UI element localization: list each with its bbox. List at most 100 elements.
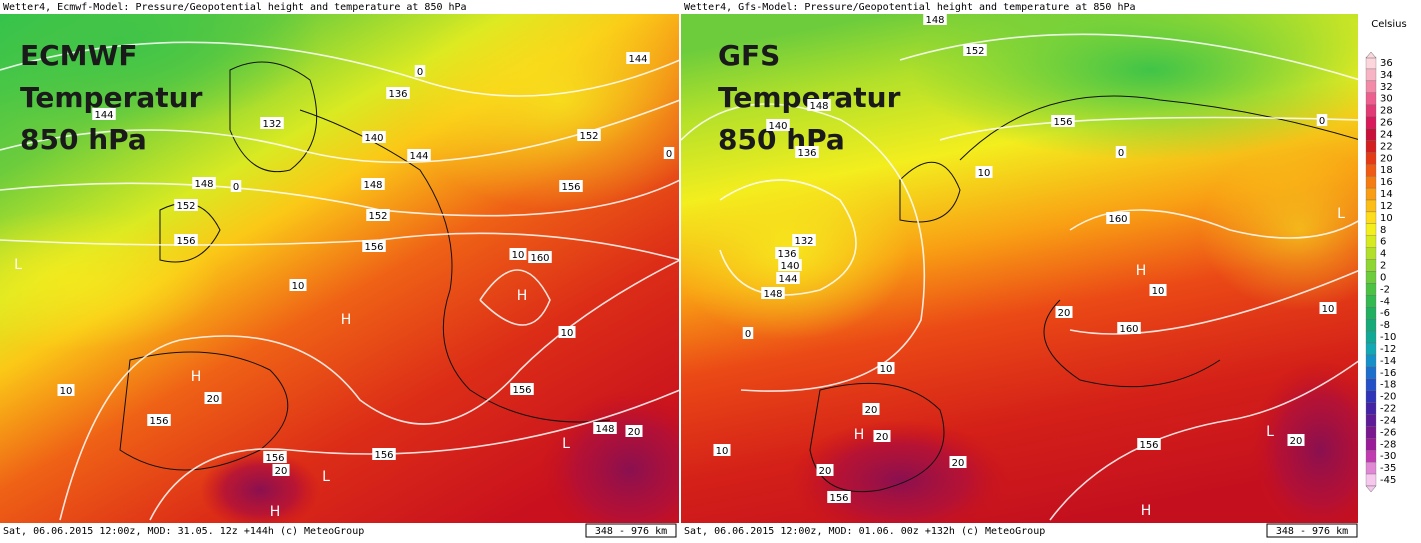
legend-swatch — [1365, 307, 1377, 320]
contour-label-box — [778, 259, 802, 271]
legend-swatch — [1365, 56, 1377, 70]
contour-label-box — [713, 444, 731, 456]
contour-label-box — [272, 464, 290, 476]
contour-label: 156 — [265, 453, 284, 464]
contour-label-box — [1319, 302, 1337, 314]
contour-label-box — [742, 327, 754, 339]
legend-label: 34 — [1380, 70, 1393, 81]
map-left — [0, 14, 679, 523]
contour-label-box — [766, 119, 790, 131]
legend-arrow-bottom — [1365, 485, 1377, 493]
contour-label-box — [577, 129, 601, 141]
legend-label: 2 — [1380, 261, 1386, 272]
contour-label: 20 — [275, 466, 288, 477]
contour-label-box — [1149, 284, 1167, 296]
legend-swatch — [1365, 104, 1377, 117]
legend-label: -8 — [1380, 320, 1390, 331]
contour-label: 10 — [1152, 286, 1165, 297]
contour-label: 10 — [512, 250, 525, 261]
legend-label: -16 — [1380, 368, 1396, 379]
contour-label: 10 — [978, 168, 991, 179]
legend-arrow-top — [1365, 51, 1377, 59]
contour-label: 132 — [262, 119, 281, 130]
legend-swatch — [1365, 438, 1377, 451]
contour-label-box — [949, 456, 967, 468]
legend-label: 14 — [1380, 189, 1393, 200]
contour-label: 0 — [666, 149, 672, 160]
contour-label-box — [626, 52, 650, 64]
contour-label-box — [289, 279, 307, 291]
pressure-label: H — [517, 288, 528, 304]
contour-label-box — [362, 131, 386, 143]
legend-label: 26 — [1380, 118, 1393, 129]
contour-label-box — [963, 44, 987, 56]
contour-label: 20 — [952, 458, 965, 469]
contour-label: 132 — [794, 236, 813, 247]
legend-swatch — [1365, 330, 1377, 344]
contour-label-box — [827, 491, 851, 503]
legend-swatch — [1365, 378, 1377, 391]
legend-label: -30 — [1380, 451, 1396, 462]
contour-label: 148 — [809, 101, 828, 112]
contour-label-box — [366, 209, 390, 221]
panel-footer: Sat, 06.06.2015 12:00z, MOD: 31.05. 12z … — [3, 526, 364, 537]
contour-label: 152 — [176, 201, 195, 212]
legend-swatch — [1365, 366, 1377, 379]
legend-swatch — [1365, 461, 1377, 475]
scale-box — [1266, 523, 1358, 538]
panel-header: Wetter4, Ecmwf-Model: Pressure/Geopotent… — [3, 2, 467, 13]
contour-label: 20 — [207, 394, 220, 405]
contour-label-box — [877, 362, 895, 374]
legend-label: -4 — [1380, 296, 1390, 307]
contour-label-box — [795, 146, 819, 158]
contour-label-box — [1117, 322, 1141, 334]
legend-swatch — [1365, 342, 1377, 356]
contour-label: 140 — [780, 261, 799, 272]
contour-label-box — [816, 464, 834, 476]
contour-label-box — [372, 448, 396, 460]
legend-label: 10 — [1380, 213, 1393, 224]
contour-label: 20 — [865, 405, 878, 416]
contour-label: 156 — [364, 242, 383, 253]
contour-label: 144 — [778, 274, 797, 285]
legend-label: 18 — [1380, 165, 1393, 176]
legend-swatch — [1365, 259, 1377, 272]
contour-label-box — [761, 287, 785, 299]
legend-swatch — [1365, 319, 1377, 332]
contour-label-box — [775, 247, 799, 259]
contour-label: 148 — [194, 179, 213, 190]
legend-swatch — [1365, 295, 1377, 308]
contour-label-box — [625, 425, 643, 437]
contour-label-box — [776, 272, 800, 284]
pressure-label: L — [1337, 206, 1345, 222]
contour-label: 156 — [561, 182, 580, 193]
contour-label: 10 — [60, 386, 73, 397]
legend-swatch — [1365, 68, 1377, 82]
legend-label: 6 — [1380, 237, 1386, 248]
pressure-label: L — [562, 436, 570, 452]
legend-swatch — [1365, 164, 1377, 177]
legend-swatch — [1365, 426, 1377, 439]
legend-label: 12 — [1380, 201, 1393, 212]
contour-label-box — [386, 87, 410, 99]
contour-label-box — [807, 99, 831, 111]
legend-label: -35 — [1380, 463, 1396, 474]
contour-label-box — [174, 234, 198, 246]
contour-label-box — [204, 392, 222, 404]
contour-label-box — [559, 180, 583, 192]
contour-label-box — [593, 422, 617, 434]
legend-label: -20 — [1380, 392, 1396, 403]
contour-label-box — [1051, 115, 1075, 127]
contour-label: 20 — [819, 466, 832, 477]
contour-label: 140 — [364, 133, 383, 144]
pressure-label: H — [1141, 503, 1152, 519]
legend-label: -14 — [1380, 356, 1396, 367]
legend-swatch — [1365, 187, 1377, 201]
legend-swatch — [1365, 92, 1377, 105]
legend-swatch — [1365, 247, 1377, 260]
legend-label: -24 — [1380, 415, 1396, 426]
legend-label: 0 — [1380, 272, 1386, 283]
legend-label: 20 — [1380, 153, 1393, 164]
legend-swatch — [1365, 211, 1377, 224]
legend-label: -12 — [1380, 344, 1396, 355]
